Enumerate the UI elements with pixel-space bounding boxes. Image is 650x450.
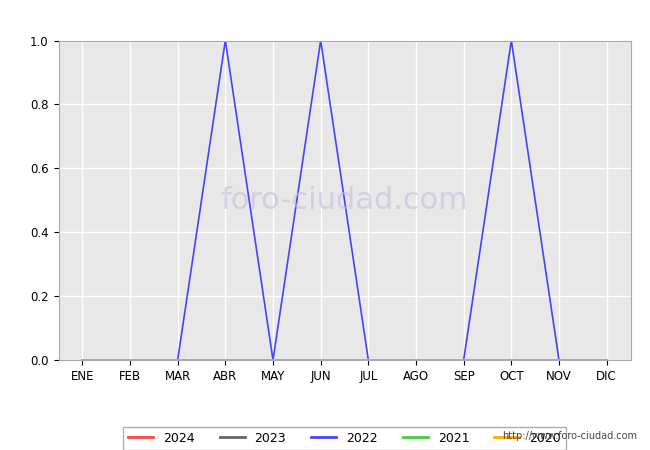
Text: Matriculaciones de Vehiculos en San Martín de Boniches: Matriculaciones de Vehiculos en San Mart… bbox=[71, 7, 579, 25]
Text: http://www.foro-ciudad.com: http://www.foro-ciudad.com bbox=[502, 431, 637, 441]
Text: foro-ciudad.com: foro-ciudad.com bbox=[220, 186, 469, 215]
Legend: 2024, 2023, 2022, 2021, 2020: 2024, 2023, 2022, 2021, 2020 bbox=[123, 427, 566, 450]
